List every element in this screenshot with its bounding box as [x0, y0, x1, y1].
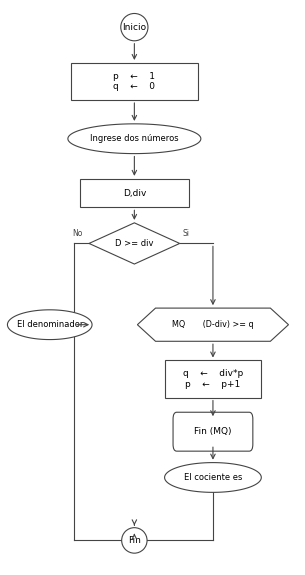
Text: Si: Si: [183, 229, 190, 237]
Text: Ingrese dos números: Ingrese dos números: [90, 134, 179, 143]
Text: p    ←    1
q    ←    0: p ← 1 q ← 0: [113, 72, 155, 91]
Text: El cociente es: El cociente es: [184, 473, 242, 482]
Polygon shape: [137, 308, 289, 342]
Polygon shape: [89, 223, 180, 264]
Text: Fin: Fin: [128, 536, 141, 545]
Text: D,div: D,div: [123, 189, 146, 198]
Text: Inicio: Inicio: [122, 22, 146, 32]
Polygon shape: [7, 310, 92, 340]
Ellipse shape: [121, 13, 148, 41]
Text: D >= div: D >= div: [115, 239, 154, 248]
Text: Fin (MQ): Fin (MQ): [194, 427, 232, 436]
Polygon shape: [165, 463, 261, 492]
FancyBboxPatch shape: [165, 361, 261, 398]
Text: No: No: [73, 229, 83, 237]
Polygon shape: [68, 124, 201, 154]
FancyBboxPatch shape: [80, 179, 189, 208]
FancyBboxPatch shape: [71, 63, 198, 100]
Text: El denominador: El denominador: [16, 320, 83, 329]
Text: q    ←    div*p
p    ←    p+1: q ← div*p p ← p+1: [183, 369, 243, 389]
Ellipse shape: [122, 528, 147, 553]
FancyBboxPatch shape: [173, 412, 253, 451]
Text: MQ       (D-div) >= q: MQ (D-div) >= q: [172, 320, 254, 329]
